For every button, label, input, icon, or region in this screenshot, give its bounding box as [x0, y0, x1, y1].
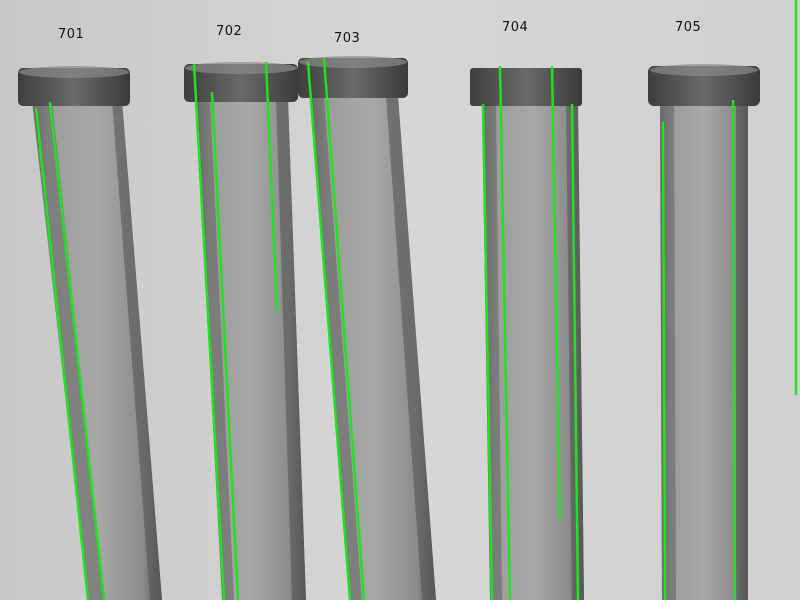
detection-line	[481, 103, 494, 600]
tube-702	[184, 62, 306, 600]
tube-label-701: 701	[58, 27, 85, 42]
tube-label-702: 702	[216, 24, 243, 39]
detection-line	[661, 121, 667, 600]
detection-lines	[34, 0, 798, 600]
tube-label-705: 705	[675, 20, 702, 35]
tube-703	[298, 56, 436, 600]
detection-line	[34, 107, 90, 600]
detection-line	[498, 65, 512, 600]
detection-line	[570, 103, 580, 600]
detection-line	[192, 63, 226, 600]
detection-line	[264, 61, 279, 311]
tube-label-703: 703	[334, 31, 361, 46]
detection-line	[210, 91, 240, 600]
detection-line	[306, 61, 352, 600]
detection-line	[48, 101, 106, 600]
detection-line	[322, 57, 366, 600]
tube-label-704: 704	[502, 20, 529, 35]
detection-line	[731, 99, 737, 600]
detection-line	[550, 65, 562, 521]
